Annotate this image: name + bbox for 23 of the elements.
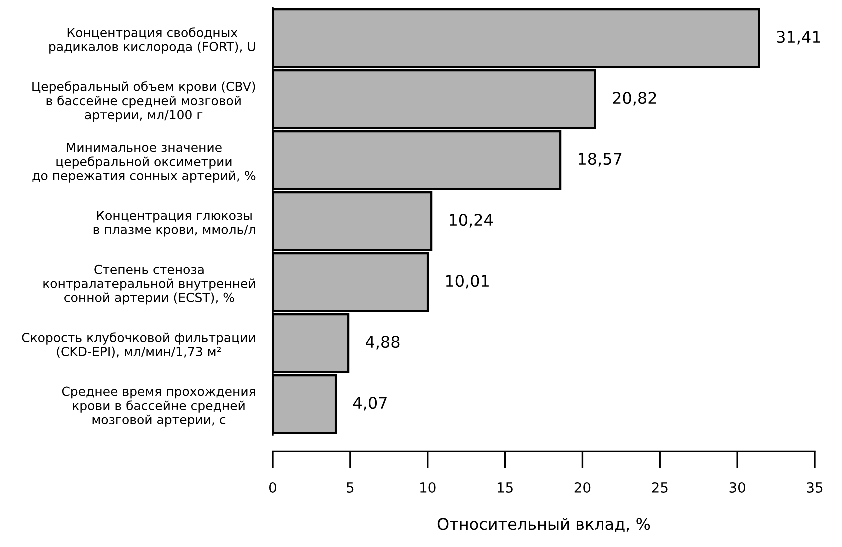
x-tick-label: 35 [807,482,823,493]
data-label: 4,07 [353,397,387,411]
y-tick-label: Концентрация свободных радикалов кислорода (FORT), U [50,28,256,54]
data-label: 10,01 [446,275,489,289]
y-tick-label: Скорость клубочковой фильтрации (CKD-EPI), мл/мин/1,73 м² [22,332,256,358]
x-tick-label: 0 [269,482,276,493]
x-tick-label: 30 [730,482,746,493]
x-axis-title: Относительный вклад, % [438,518,650,532]
x-tick-label: 20 [574,482,591,493]
y-tick-label: Минимальное значение церебральной оксиметрии до пережатия сонных артерий, % [32,142,256,183]
y-tick-label: Концентрация глюкозы в плазме крови, ммоль/л [94,211,256,237]
data-label: 31,41 [777,31,820,45]
x-tick-label: 15 [498,482,513,493]
data-label: 20,82 [613,92,656,106]
data-label: 10,24 [450,214,494,228]
x-tick-label: 25 [652,482,668,493]
y-tick-label: Среднее время прохождения крови в бассейне средней мозговой артерии, с [62,386,256,427]
data-label: 18,57 [578,153,622,167]
x-tick-label: 10 [420,482,436,493]
y-tick-label: Степень стеноза контралатеральной внутренней сонной артерии (ECST), % [44,264,256,305]
x-tick-label: 5 [347,482,354,493]
data-label: 4,88 [366,336,400,350]
y-tick-label: Церебральный объем крови (CBV) в бассейне средней мозговой артерии, мл/100 г [32,81,256,122]
